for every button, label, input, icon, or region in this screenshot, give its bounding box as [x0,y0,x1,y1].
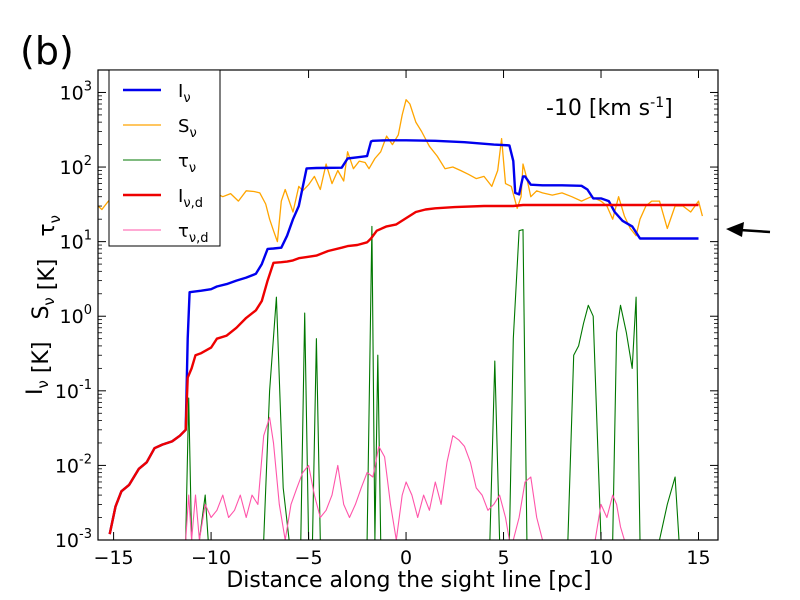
arrow-shaft [739,228,771,234]
panel-label: (b) [20,29,74,73]
legend-label: τν [178,151,196,176]
velocity-annotation: -10 [km s-1] [546,95,673,121]
series-line-2 [185,225,680,540]
y-tick-label: 10-1 [55,378,92,403]
series-line-4 [185,416,625,540]
legend: Iν Sν τν Iν,d τν,d [108,69,221,247]
y-tick-label: 103 [60,79,92,104]
y-axis-label: Iν [K] Sν [K] τν [23,215,64,395]
x-tick-label: −5 [295,547,323,569]
legend-label: Sν [178,116,197,141]
x-axis-label: Distance along the sight line [pc] [226,568,591,593]
plot-frame [97,69,719,541]
arrow-head [726,222,744,237]
y-tick-label: 10-3 [55,527,92,552]
y-axis-label-text: Iν [K] Sν [K] τν [23,215,64,395]
legend-label: Iν [178,81,191,106]
y-tick-label: 100 [60,303,92,328]
x-tick-label: 5 [497,547,509,569]
y-tick-label: 10-2 [55,452,92,477]
legend-label: τν,d [178,221,209,246]
legend-box [108,69,221,247]
ticks-layer: −15 −10 −5 0 5 10 15 10-3 10-2 10-1 100 101 102 103 [55,70,718,569]
x-tick-label: 0 [400,547,412,569]
series-line-3 [108,203,699,535]
y-tick-label: 102 [60,154,92,179]
arrow-annotation [726,222,771,237]
x-tick-label: −15 [94,547,134,569]
legend-label: Iν,d [178,186,203,211]
x-tick-label: 10 [589,547,613,569]
x-tick-label: −10 [191,547,231,569]
y-tick-label: 101 [60,229,92,254]
x-tick-label: 15 [686,547,710,569]
